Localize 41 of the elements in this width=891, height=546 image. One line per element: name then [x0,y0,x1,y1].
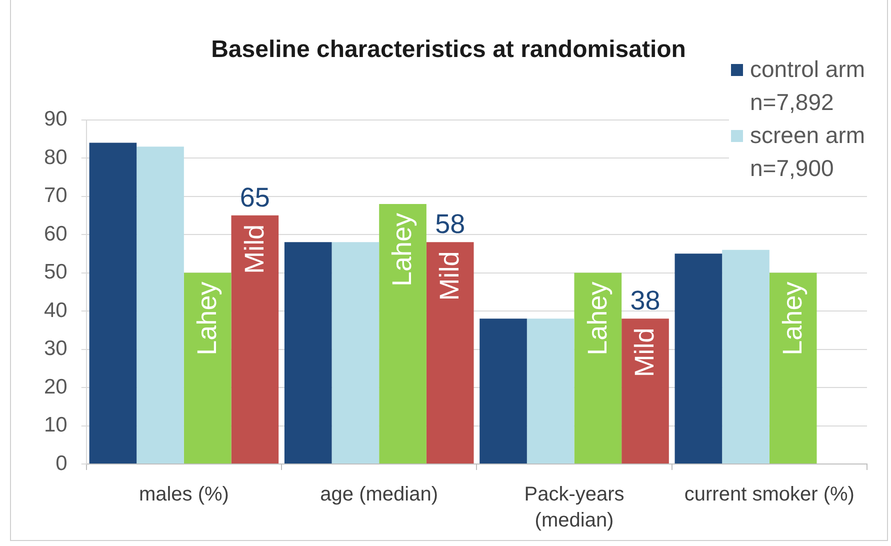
x-tick-label: Pack-years (median) [524,484,624,532]
bar [622,318,669,464]
y-tick-label: 0 [56,452,68,475]
text: Mild [434,251,465,301]
data-label: 58 [435,209,466,240]
y-tick-label: 60 [44,222,68,246]
data-label: 65 [240,182,270,212]
bar [231,215,279,464]
bar [480,318,527,464]
chart-title: Baseline characteristics at randomisation [211,36,686,64]
legend-label: screen arm n=7,900 [750,121,866,183]
text: Lahey [582,282,612,356]
bar [89,142,137,464]
x-tick-label: age (median) [320,484,438,506]
bar [379,204,426,464]
y-tick-label: 40 [44,298,68,322]
data-label: 38 [630,286,660,316]
bar [722,250,770,464]
text: Lahey [192,282,222,356]
series-label: Mild [239,224,270,274]
y-tick-label: 80 [44,146,68,169]
bar [674,254,722,464]
text: Lahey [778,282,808,356]
y-tick-label: 70 [44,184,68,208]
series-label: Lahey [387,212,418,287]
bar [284,242,332,464]
y-tick-label: 30 [44,337,68,360]
x-tick-label: current smoker (%) [684,484,854,506]
bar [136,146,184,464]
y-tick-label: 20 [44,375,68,398]
bar [769,272,817,464]
bar [426,242,474,464]
text: Mild [630,328,660,378]
bar [332,242,380,464]
x-tick-label: males (%) [138,484,229,506]
bar [184,272,232,464]
bar [526,318,574,464]
bar [574,272,622,464]
y-tick-label: 50 [44,260,68,284]
y-tick-label: 90 [44,108,68,131]
y-tick-label: 10 [44,414,68,437]
